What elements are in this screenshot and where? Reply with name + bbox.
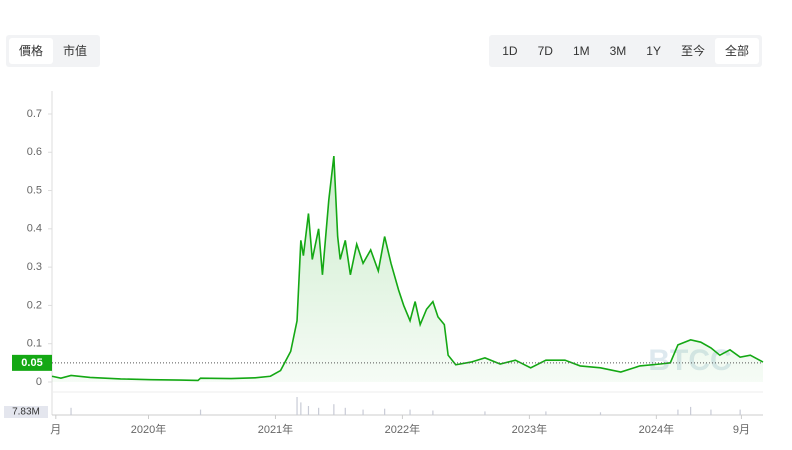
volume-bar [739, 409, 741, 415]
x-tick-label: 2021年 [258, 422, 293, 436]
x-tick-label: 月 [50, 424, 61, 436]
x-tick-label: 2020年 [131, 422, 166, 436]
button[interactable]: 至今 [680, 44, 705, 58]
y-tick-label: 0.4 [27, 223, 42, 235]
y-tick-label: 0.3 [27, 261, 42, 273]
button[interactable]: 1M [572, 44, 590, 58]
volume-bar [318, 407, 320, 415]
volume-bar [599, 412, 602, 415]
volume-bar [70, 407, 72, 415]
tab-group: 價格 市值 [6, 35, 101, 67]
button[interactable]: 3M [609, 44, 627, 58]
volume-bar [710, 409, 712, 415]
y-tick-label: 0.2 [27, 299, 42, 311]
y-tick-label: 0.1 [27, 338, 42, 350]
volume-label: 7.83M [12, 407, 40, 418]
button[interactable]: 全部 [714, 38, 759, 64]
button[interactable]: 1D [502, 44, 518, 58]
line [51, 156, 764, 382]
volume-bar [333, 404, 335, 415]
volume-bar [690, 406, 692, 415]
area [52, 156, 763, 382]
button[interactable]: 1Y [646, 44, 661, 58]
button[interactable]: 價格 [9, 38, 54, 64]
y-tick-label: 0.7 [27, 108, 42, 120]
range-group: 1D 7D 1M 3M 1Y 至今 全部 [489, 35, 762, 67]
x-tick-label: 2023年 [512, 422, 547, 436]
x-tick-label: 2022年 [385, 422, 420, 436]
volume-label-box [4, 406, 48, 418]
volume-bar [384, 408, 386, 415]
volume-bar [432, 410, 434, 415]
volume-bar [545, 411, 547, 415]
volume-bar [307, 406, 310, 415]
volume-bar [409, 409, 411, 415]
volume-bar [362, 409, 364, 415]
y-tick-label: 0 [36, 376, 42, 388]
volume-bar [296, 397, 298, 415]
volume-bar [199, 409, 202, 415]
volume-bar [677, 409, 679, 415]
button[interactable]: 7D [537, 44, 553, 58]
y-tick-label: 0.5 [27, 184, 42, 196]
price-box [12, 354, 52, 371]
price-label: 0.05 [21, 357, 42, 369]
volume-bar [300, 402, 302, 415]
volume-bar [484, 411, 486, 415]
y-tick-label: 0.6 [27, 146, 42, 158]
x-tick-label: 2024年 [639, 422, 674, 436]
volume-bar [344, 407, 346, 415]
button[interactable]: 市值 [63, 44, 88, 58]
x-tick-label: 9月 [733, 424, 750, 436]
